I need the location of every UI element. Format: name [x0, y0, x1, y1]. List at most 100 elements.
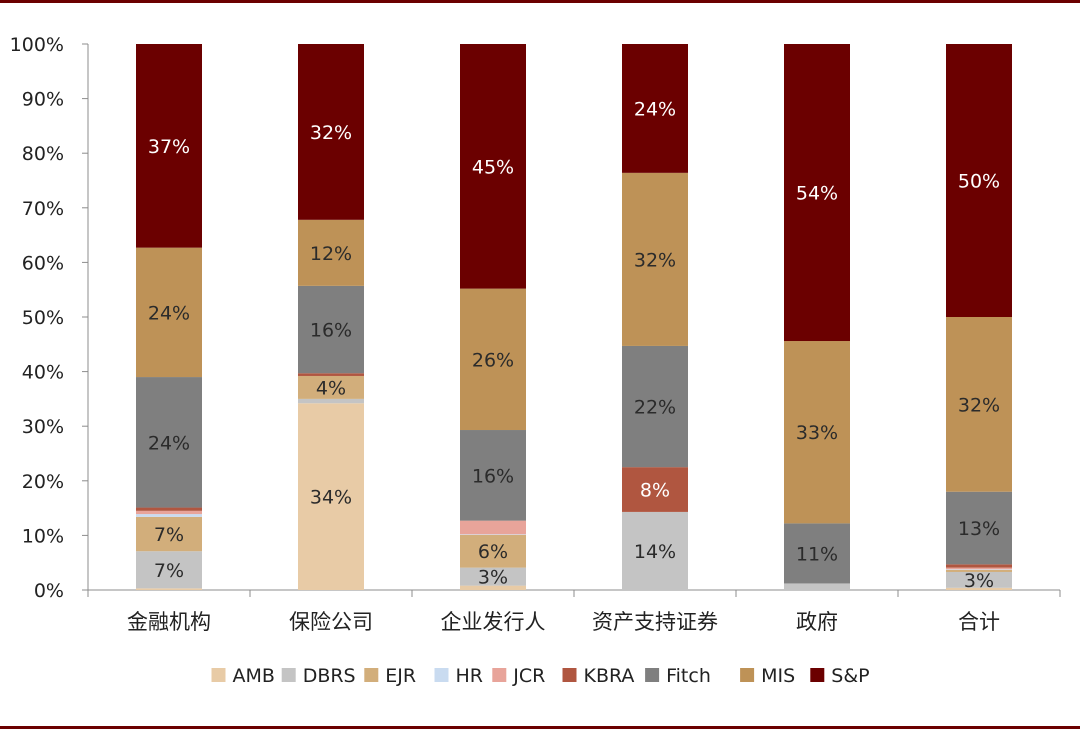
y-tick-label: 30% [22, 416, 64, 438]
top-border-line [0, 0, 1080, 3]
bar-segment-sandp-5 [784, 44, 850, 342]
bar-segment-fitch-5 [784, 523, 850, 584]
bar-segment-dbrs-2 [298, 398, 364, 404]
data-label-mis: 26% [472, 349, 514, 371]
bar-segment-fitch-2 [298, 285, 364, 374]
data-label-fitch: 16% [472, 465, 514, 487]
data-label-fitch: 16% [310, 320, 352, 342]
bar-segment-jcr-6 [946, 567, 1012, 570]
legend-label-hr: HR [456, 665, 484, 687]
data-label-dbrs: 7% [154, 560, 184, 582]
bar-segment-dbrs-5 [784, 583, 850, 590]
bar-segment-kbra-4 [622, 467, 688, 512]
legend-swatch-dbrs [281, 668, 296, 682]
data-label-mis: 32% [958, 394, 1000, 416]
data-label-ejr: 4% [316, 377, 346, 399]
data-label-dbrs: 3% [478, 567, 508, 589]
bar-segment-fitch-3 [460, 430, 526, 521]
bar-segment-fitch-1 [136, 377, 202, 508]
legend-label-fitch: Fitch [666, 665, 711, 687]
data-label-sandp: 24% [634, 98, 676, 120]
bar-segment-fitch-4 [622, 345, 688, 468]
legend-swatch-fitch [645, 668, 660, 682]
bottom-border-line [0, 726, 1080, 729]
data-label-sandp: 50% [958, 171, 1000, 193]
y-tick-label: 40% [22, 362, 64, 384]
bar-segment-hr-3 [460, 534, 526, 535]
data-label-mis: 12% [310, 243, 352, 265]
bar-segment-ejr-1 [136, 516, 202, 552]
bar-segment-jcr-1 [136, 510, 202, 515]
bar-segment-sandp-4 [622, 44, 688, 173]
bar-segment-ejr-3 [460, 534, 526, 568]
bar-segment-dbrs-1 [136, 551, 202, 589]
data-label-ejr: 7% [154, 524, 184, 546]
data-label-sandp: 32% [310, 122, 352, 144]
legend-swatch-hr [434, 668, 449, 682]
legend-swatch-sandp [810, 668, 825, 682]
data-label-fitch: 11% [796, 543, 838, 565]
bar-segment-mis-6 [946, 317, 1012, 492]
y-tick-label: 90% [22, 89, 64, 111]
data-label-sandp: 45% [472, 156, 514, 178]
bar-segment-kbra-1 [136, 507, 202, 511]
x-category-label: 金融机构 [127, 610, 211, 634]
legend-label-sandp: S&P [831, 665, 869, 687]
bar-segment-amb-1 [136, 588, 202, 590]
legend-swatch-kbra [562, 668, 577, 682]
bar-segment-ejr-2 [298, 375, 364, 399]
bar-segment-sandp-1 [136, 44, 202, 248]
bar-segment-mis-3 [460, 288, 526, 431]
bar-segment-jcr-3 [460, 520, 526, 535]
y-tick-label: 100% [10, 34, 64, 56]
y-tick-label: 70% [22, 198, 64, 220]
x-category-label: 资产支持证券 [592, 610, 718, 634]
x-category-label: 保险公司 [289, 610, 373, 634]
legend-label-ejr: EJR [385, 665, 416, 687]
y-tick-label: 0% [34, 580, 64, 602]
bar-segment-mis-4 [622, 172, 688, 346]
bar-segment-amb-3 [460, 585, 526, 590]
bar-segment-ejr-6 [946, 569, 1012, 572]
data-label-dbrs: 3% [964, 570, 994, 592]
bar-segment-amb-2 [298, 403, 364, 590]
bar-segment-fitch-6 [946, 491, 1012, 565]
legend-swatch-mis [740, 668, 755, 682]
y-tick-label: 50% [22, 307, 64, 329]
bar-segment-hr-1 [136, 514, 202, 517]
legend-label-kbra: KBRA [584, 665, 635, 687]
bar-segment-hr-6 [946, 569, 1012, 570]
legend-label-mis: MIS [761, 665, 795, 687]
legend-label-jcr: JCR [512, 665, 545, 687]
legend-swatch-ejr [364, 668, 379, 682]
y-tick-label: 10% [22, 525, 64, 547]
data-label-mis: 24% [148, 302, 190, 324]
y-tick-label: 80% [22, 143, 64, 165]
bar-segment-sandp-6 [946, 44, 1012, 317]
data-label-amb: 34% [310, 487, 352, 509]
bar-segment-sandp-2 [298, 44, 364, 220]
legend-swatch-amb [211, 668, 226, 682]
legend-swatch-jcr [492, 668, 507, 682]
bar-segment-dbrs-3 [460, 567, 526, 586]
data-label-fitch: 22% [634, 397, 676, 419]
data-label-sandp: 54% [796, 183, 838, 205]
data-label-fitch: 24% [148, 432, 190, 454]
x-category-label: 合计 [958, 610, 1000, 634]
bar-segment-mis-5 [784, 341, 850, 524]
data-label-mis: 33% [796, 422, 838, 444]
legend-label-amb: AMB [233, 665, 275, 687]
bar-segment-amb-6 [946, 587, 1012, 590]
data-label-fitch: 13% [958, 518, 1000, 540]
x-category-label: 政府 [796, 610, 838, 634]
bar-segment-dbrs-4 [622, 511, 688, 590]
data-label-mis: 32% [634, 249, 676, 271]
data-label-dbrs: 14% [634, 541, 676, 563]
y-tick-label: 60% [22, 252, 64, 274]
x-category-label: 企业发行人 [441, 610, 546, 634]
bar-segment-mis-2 [298, 219, 364, 286]
data-label-ejr: 6% [478, 541, 508, 563]
bar-segment-dbrs-6 [946, 571, 1012, 588]
data-label-kbra: 8% [640, 480, 670, 502]
